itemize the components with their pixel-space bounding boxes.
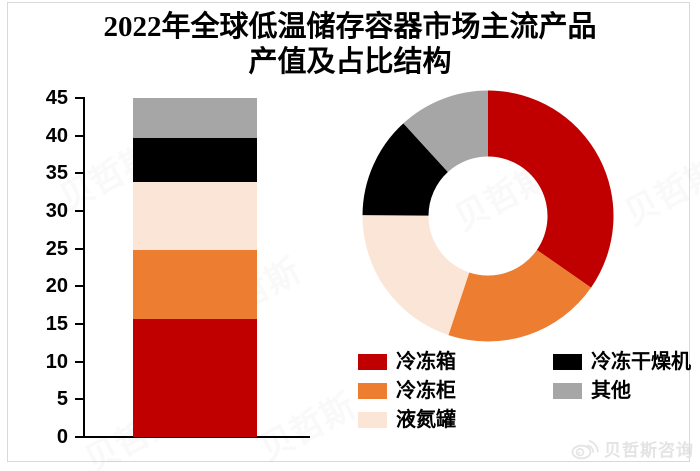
y-axis-tick-label: 5 <box>56 388 68 411</box>
legend-label-1: 冷冻柜 <box>396 380 456 402</box>
y-axis-tick-label: 40 <box>45 124 68 147</box>
chart-title-line2: 产值及占比结构 <box>248 46 452 78</box>
legend-label-0: 冷冻箱 <box>396 351 456 373</box>
donut-slice-2 <box>362 214 469 335</box>
ghost-watermark-4: 贝哲斯 <box>614 144 700 235</box>
bar-segment-1 <box>133 250 257 320</box>
y-axis-tick-mark <box>75 172 83 175</box>
y-axis-tick-mark <box>75 210 83 212</box>
bar-segment-3 <box>133 137 257 183</box>
bar-segment-2 <box>133 182 257 251</box>
legend-item-3: 冷冻干燥机 <box>553 350 691 374</box>
brand-watermark: 贝哲斯咨询 <box>571 436 694 461</box>
legend-swatch-1 <box>358 383 387 399</box>
ghost-watermark-3: 贝哲斯 <box>249 379 362 470</box>
weibo-icon <box>571 439 599 459</box>
legend-label-3: 冷冻干燥机 <box>591 351 691 373</box>
bar-segment-0 <box>133 319 257 437</box>
chart-title: 2022年全球低温储存容器市场主流产品 产值及占比结构 <box>0 10 700 80</box>
y-axis-tick-mark <box>75 285 83 288</box>
y-axis-tick-label: 15 <box>45 313 68 335</box>
donut-slice-3 <box>362 122 448 216</box>
legend-item-4: 其他 <box>553 379 631 403</box>
y-axis-tick-mark <box>75 360 83 363</box>
donut-chart <box>362 90 613 341</box>
y-axis-tick-mark <box>75 398 83 401</box>
y-axis-tick-label: 45 <box>45 87 68 109</box>
donut-slice-0 <box>487 90 613 288</box>
y-axis-tick-label: 25 <box>45 237 68 260</box>
legend-label-2: 液氮罐 <box>396 409 456 431</box>
legend-swatch-0 <box>358 354 387 370</box>
chart-title-line1: 2022年全球低温储存容器市场主流产品 <box>103 11 597 43</box>
y-axis-line <box>83 97 85 438</box>
y-axis-tick-mark <box>75 97 83 99</box>
legend-label-4: 其他 <box>591 380 631 402</box>
y-axis-tick-mark <box>75 436 83 438</box>
y-axis-tick-label: 35 <box>45 162 68 185</box>
legend-item-2: 液氮罐 <box>358 408 456 432</box>
y-axis-tick-label: 0 <box>56 426 68 448</box>
legend-swatch-4 <box>553 383 582 399</box>
y-axis-tick-label: 30 <box>45 200 68 222</box>
x-axis-line <box>83 436 310 438</box>
legend-swatch-3 <box>553 354 582 370</box>
legend-item-0: 冷冻箱 <box>358 350 456 374</box>
legend-swatch-2 <box>358 412 387 428</box>
y-axis-tick-mark <box>75 323 83 325</box>
donut-slice-1 <box>447 249 591 341</box>
legend-item-1: 冷冻柜 <box>358 379 456 403</box>
y-axis-tick-label: 20 <box>45 275 68 298</box>
donut-slice-4 <box>402 90 488 172</box>
watermark-text: 贝哲斯咨询 <box>604 441 694 460</box>
y-axis-tick-label: 10 <box>45 350 68 373</box>
y-axis-tick-mark <box>75 134 83 137</box>
y-axis-tick-mark <box>75 247 83 250</box>
bar-segment-4 <box>133 98 257 138</box>
